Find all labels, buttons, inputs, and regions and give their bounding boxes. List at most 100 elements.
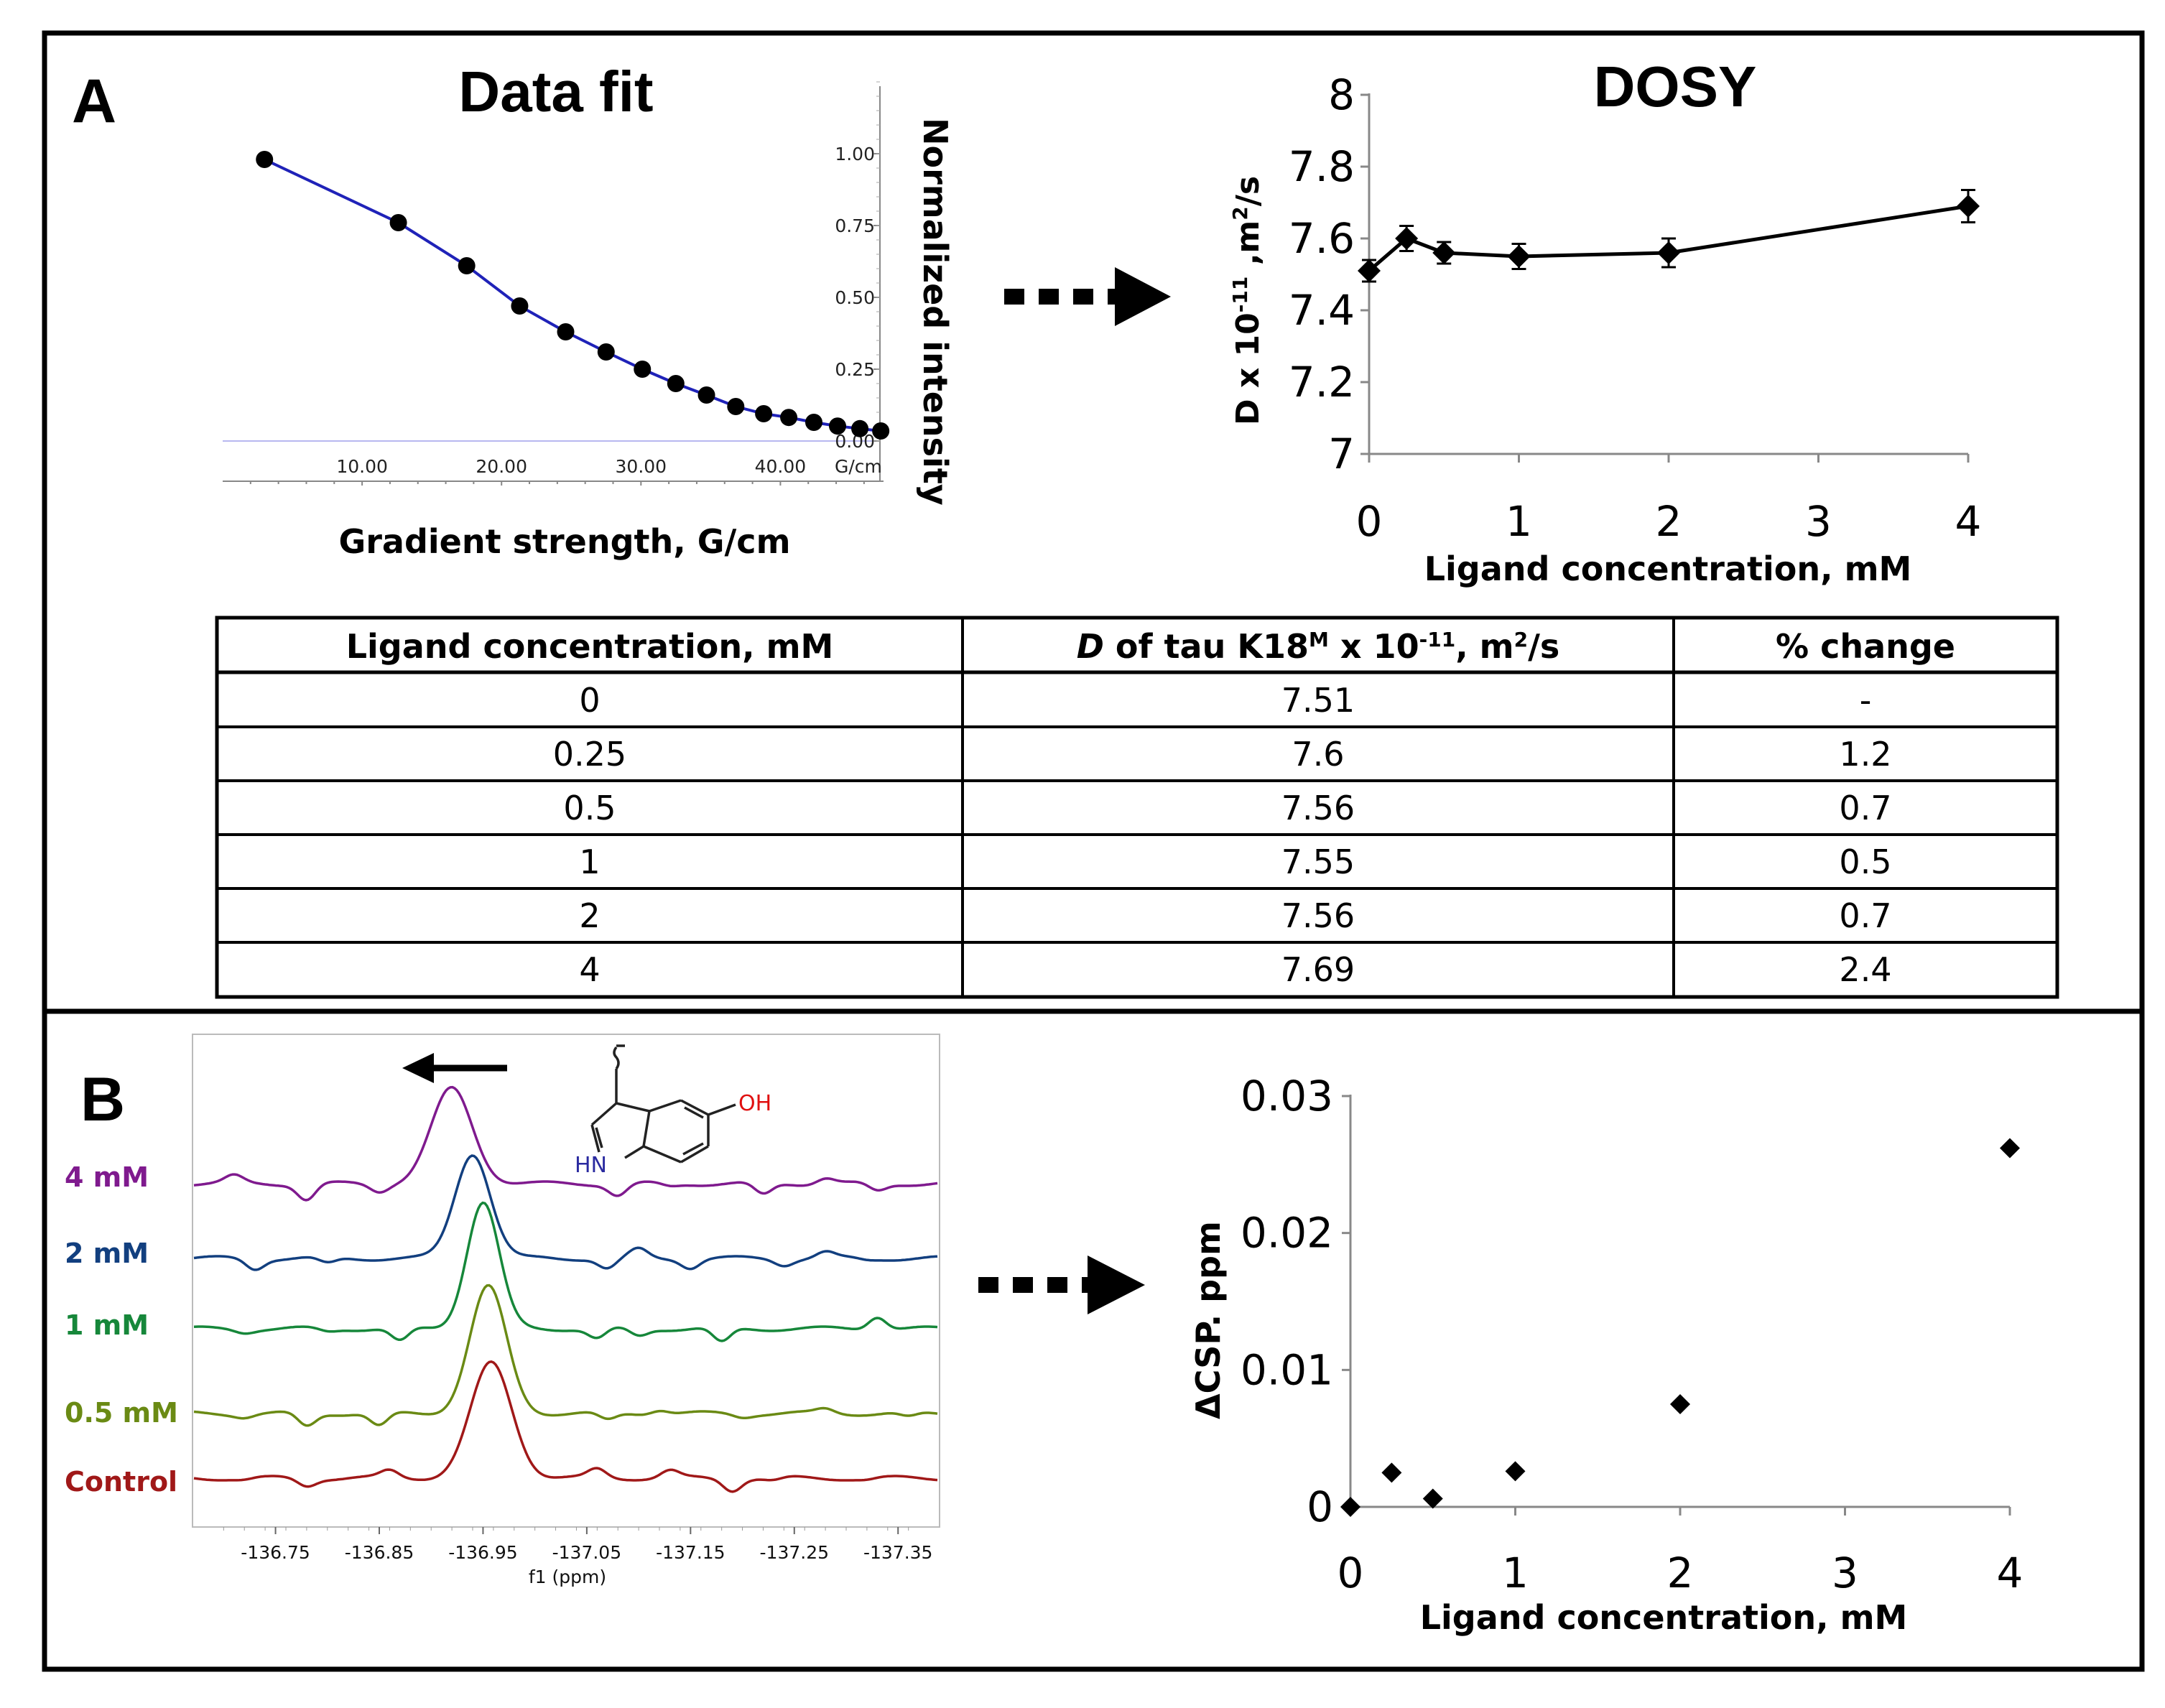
data-fit-point bbox=[780, 409, 798, 427]
table-row: 0.5 7.56 0.7 bbox=[563, 789, 1891, 827]
csp-point bbox=[1670, 1394, 1690, 1414]
shift-arrow-icon bbox=[402, 1053, 507, 1083]
table-cell: - bbox=[1860, 681, 1872, 720]
nmr-series-label: 4 mM bbox=[65, 1161, 149, 1193]
nmr-series-label: 2 mM bbox=[65, 1238, 149, 1269]
table-row: 0.25 7.6 1.2 bbox=[553, 735, 1892, 774]
csp-point bbox=[1422, 1488, 1443, 1509]
hydroxyindole-structure-icon bbox=[590, 1044, 736, 1164]
nmr-x-tick-label: -137.15 bbox=[656, 1542, 725, 1563]
nmr-chart: -136.75 -136.85 -136.95 -137.05 -137.15 -137.… bbox=[65, 1034, 940, 1587]
data-fit-point bbox=[872, 422, 890, 440]
table-row: 0 7.51 - bbox=[579, 681, 1871, 720]
table-cell: 7.56 bbox=[1281, 896, 1355, 935]
table-border bbox=[215, 616, 2059, 999]
dosy-y-tick-label: 8 bbox=[1328, 70, 1355, 119]
dosy-x-tick-label: 2 bbox=[1656, 497, 1682, 546]
data-fit-x-unit: G/cm bbox=[835, 456, 882, 477]
nmr-trace bbox=[193, 1154, 938, 1271]
table-row: 4 7.69 2.4 bbox=[579, 950, 1891, 989]
dosy-y-tick-label: 7.6 bbox=[1289, 214, 1355, 263]
table-header-diffusion: D of tau K18M x 10-11, m2/s bbox=[1077, 627, 1560, 666]
nmr-trace bbox=[193, 1085, 938, 1202]
dosy-title: DOSY bbox=[1594, 55, 1757, 119]
data-fit-y-tick-label: 0.50 bbox=[835, 287, 875, 308]
dosy-x-tick-label: 0 bbox=[1356, 497, 1383, 546]
dosy-chart: DOSY 7 7.2 7.4 7.6 7.8 8 0 1 2 3 4 D x 10-11 ,m2/s… bbox=[1228, 55, 1982, 588]
table-row: 2 7.56 0.7 bbox=[579, 896, 1891, 935]
dosy-x-tick-label: 3 bbox=[1805, 497, 1832, 546]
molecule-nh-label: HN bbox=[575, 1153, 607, 1178]
nmr-x-tick-label: -137.05 bbox=[552, 1542, 622, 1563]
data-fit-x-tick-label: 40.00 bbox=[755, 456, 807, 477]
data-fit-point bbox=[727, 398, 745, 415]
nmr-trace bbox=[193, 1284, 938, 1427]
panel-b-label: B bbox=[80, 1065, 125, 1134]
nmr-traces bbox=[193, 1085, 938, 1493]
data-fit-point bbox=[634, 361, 652, 378]
data-fit-point bbox=[557, 323, 575, 340]
data-fit-curve bbox=[264, 158, 881, 432]
dosy-y-tick-label: 7.4 bbox=[1289, 286, 1355, 335]
csp-ylabel: ΔCSP. ppm bbox=[1189, 1221, 1228, 1419]
dosy-series-line bbox=[1368, 204, 1969, 272]
nmr-x-tick-label: -136.75 bbox=[241, 1542, 310, 1563]
csp-points bbox=[1340, 1138, 2020, 1517]
nmr-x-tick-label: -137.25 bbox=[760, 1542, 830, 1563]
data-fit-point bbox=[597, 343, 615, 361]
dosy-point bbox=[1432, 241, 1456, 264]
table-row: 1 7.55 0.5 bbox=[579, 843, 1891, 881]
table-header-concentration: Ligand concentration, mM bbox=[346, 627, 834, 666]
dosy-ylabel: D x 10-11 ,m2/s bbox=[1228, 176, 1267, 425]
data-fit-xlabel: Gradient strength, G/cm bbox=[338, 522, 790, 561]
csp-ticks: 0 0.01 0.02 0.03 0 1 2 3 4 bbox=[1241, 1072, 2023, 1597]
data-fit-point bbox=[829, 417, 847, 435]
nmr-x-tick-label: -136.95 bbox=[448, 1542, 518, 1563]
data-fit-point bbox=[851, 419, 869, 437]
data-fit-x-tick-label: 10.00 bbox=[336, 456, 388, 477]
dosy-x-tick-label: 1 bbox=[1506, 497, 1532, 546]
table-cell: 0.25 bbox=[553, 735, 626, 774]
molecule-oh-label: OH bbox=[738, 1091, 771, 1116]
nmr-series-label: Control bbox=[65, 1466, 177, 1498]
csp-y-tick-label: 0 bbox=[1307, 1482, 1333, 1531]
dosy-points bbox=[1358, 189, 1980, 283]
table-cell: 7.6 bbox=[1292, 735, 1344, 774]
csp-x-tick-label: 1 bbox=[1502, 1549, 1529, 1597]
csp-y-tick-label: 0.03 bbox=[1241, 1072, 1333, 1120]
diffusion-table: Ligand concentration, mM D of tau K18M x… bbox=[215, 616, 2059, 999]
data-fit-title: Data fit bbox=[458, 60, 653, 124]
table-cell: 7.51 bbox=[1281, 681, 1355, 720]
table-cell: 0.7 bbox=[1839, 789, 1891, 827]
csp-x-tick-label: 0 bbox=[1338, 1549, 1364, 1597]
nmr-xlabel: f1 (ppm) bbox=[529, 1567, 606, 1587]
dosy-y-tick-label: 7.8 bbox=[1289, 142, 1355, 191]
nmr-x-tick-label: -136.85 bbox=[345, 1542, 414, 1563]
dosy-xlabel: Ligand concentration, mM bbox=[1424, 549, 1912, 588]
table-cell: 7.55 bbox=[1281, 843, 1355, 881]
data-fit-ylabel: Normalized intensity bbox=[916, 118, 955, 506]
table-cell: 0 bbox=[579, 681, 600, 720]
dosy-point bbox=[1395, 227, 1419, 250]
data-fit-y-tick-label: 0.25 bbox=[835, 359, 875, 380]
dashed-arrow-icon bbox=[1004, 267, 1171, 326]
panel-a-label: A bbox=[72, 67, 116, 136]
data-fit-point bbox=[697, 386, 715, 404]
nmr-series-label: 0.5 mM bbox=[65, 1397, 178, 1429]
csp-x-tick-label: 2 bbox=[1667, 1549, 1694, 1597]
nmr-series-label: 1 mM bbox=[65, 1309, 149, 1341]
dosy-point bbox=[1507, 245, 1531, 268]
data-fit-x-tick-label: 30.00 bbox=[616, 456, 667, 477]
data-fit-x-tick-label: 20.00 bbox=[476, 456, 527, 477]
table-cell: 2.4 bbox=[1839, 950, 1891, 989]
csp-y-tick-label: 0.01 bbox=[1241, 1345, 1333, 1394]
table-cell: 2 bbox=[579, 896, 600, 935]
csp-y-tick-label: 0.02 bbox=[1241, 1209, 1333, 1258]
dosy-point bbox=[1358, 259, 1381, 282]
data-fit-chart: Data fit 10.00 20.00 30.00 40.000.000.250.5… bbox=[223, 60, 955, 561]
csp-chart: 0 0.01 0.02 0.03 0 1 2 3 4 ΔCSP. ppm Ligand conc… bbox=[1189, 1072, 2023, 1637]
data-fit-points bbox=[256, 151, 890, 440]
data-fit-point bbox=[389, 214, 407, 231]
dosy-ticks: 7 7.2 7.4 7.6 7.8 8 0 1 2 3 4 bbox=[1289, 70, 1982, 546]
